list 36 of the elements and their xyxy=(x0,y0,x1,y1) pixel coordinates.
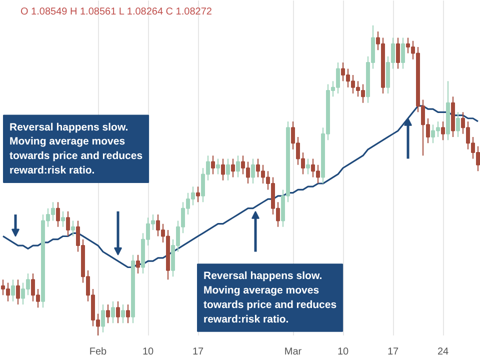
candlestick xyxy=(116,300,120,324)
candlestick xyxy=(71,220,75,237)
candlestick xyxy=(231,158,235,178)
candlestick xyxy=(236,155,240,178)
candlestick xyxy=(226,158,230,181)
candlestick xyxy=(106,304,110,324)
annotation: Reversal happens slow. Moving average moves towards price and reduces reward:risk ratio. xyxy=(204,270,337,326)
candlestick xyxy=(441,120,445,141)
x-tick-label: 24 xyxy=(437,346,449,358)
candlestick xyxy=(221,158,225,181)
candlestick xyxy=(56,202,60,228)
candlestick xyxy=(306,158,310,175)
candlestick xyxy=(101,304,105,333)
candlestick xyxy=(211,155,215,175)
x-tick-label: Mar xyxy=(284,346,302,358)
candlestick xyxy=(111,300,115,324)
candlestick xyxy=(396,37,400,70)
candlestick xyxy=(121,304,125,324)
candlestick xyxy=(11,279,15,302)
candlestick xyxy=(456,112,460,138)
x-tick-label: 17 xyxy=(192,346,204,358)
candlestick xyxy=(251,158,255,184)
x-tick-label: 10 xyxy=(337,346,349,358)
x-tick-label: 10 xyxy=(142,346,154,358)
candlestick xyxy=(136,254,140,274)
text: O 1.08549 H 1.08561 L 1.08264 C 1.08272 xyxy=(20,6,212,18)
candlestick xyxy=(126,304,130,324)
candlestick xyxy=(16,279,20,305)
candlestick xyxy=(196,186,200,203)
x-tick-label: 17 xyxy=(387,346,399,358)
candlestick xyxy=(61,210,65,228)
x-tick-label: Feb xyxy=(89,346,108,358)
annotation: Reversal happens slow. Moving average moves towards price and reduces reward:risk ratio. xyxy=(10,121,143,176)
candlestick xyxy=(66,210,70,237)
candlestick xyxy=(401,37,405,70)
candlestick xyxy=(216,158,220,175)
